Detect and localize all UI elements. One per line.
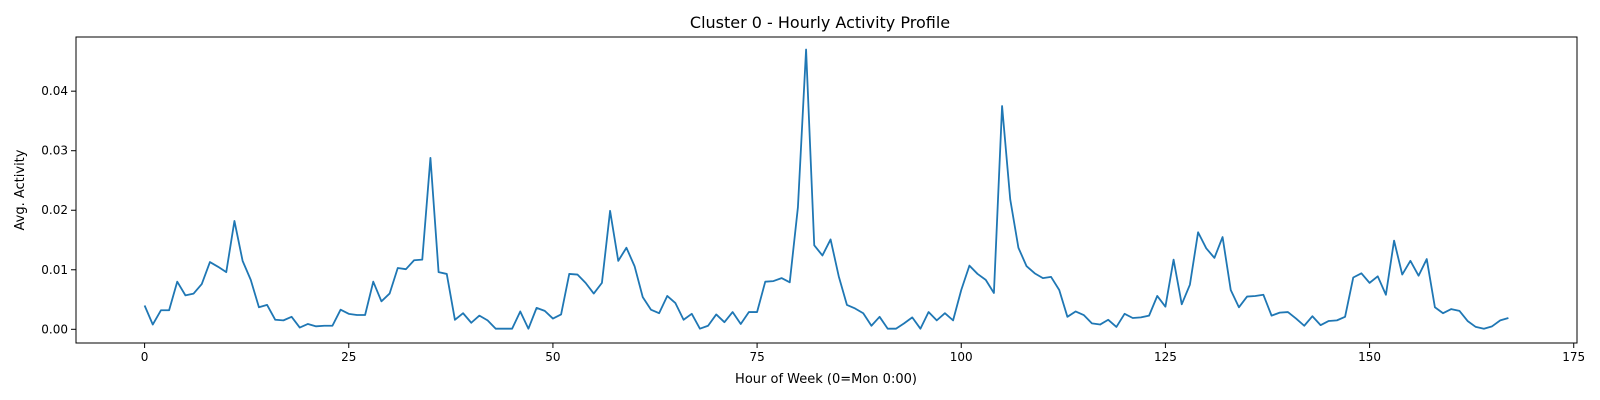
series-line-0 bbox=[143, 48, 1509, 330]
y-tick-label: 0.00 bbox=[41, 322, 68, 336]
x-tick-label: 175 bbox=[1562, 350, 1585, 364]
x-tick-label: 0 bbox=[141, 350, 149, 364]
plot-frame bbox=[75, 36, 1578, 344]
x-tick-label: 100 bbox=[950, 350, 973, 364]
y-axis-ticks: 0.00 0.01 0.02 0.03 0.04 bbox=[41, 84, 76, 336]
plot-area bbox=[143, 48, 1509, 330]
chart-title: Cluster 0 - Hourly Activity Profile bbox=[690, 13, 950, 32]
y-tick-label: 0.04 bbox=[41, 84, 68, 98]
x-tick-label: 25 bbox=[341, 350, 356, 364]
x-axis-label: Hour of Week (0=Mon 0:00) bbox=[735, 372, 917, 387]
y-tick-label: 0.01 bbox=[41, 263, 68, 277]
x-axis-ticks: 0 25 50 75 100 125 150 175 bbox=[141, 343, 1585, 364]
x-tick-label: 125 bbox=[1154, 350, 1177, 364]
x-tick-label: 75 bbox=[749, 350, 764, 364]
y-tick-label: 0.03 bbox=[41, 144, 68, 158]
x-tick-label: 50 bbox=[545, 350, 560, 364]
y-tick-label: 0.02 bbox=[41, 203, 68, 217]
y-axis-label: Avg. Activity bbox=[13, 149, 28, 230]
x-tick-label: 150 bbox=[1358, 350, 1381, 364]
